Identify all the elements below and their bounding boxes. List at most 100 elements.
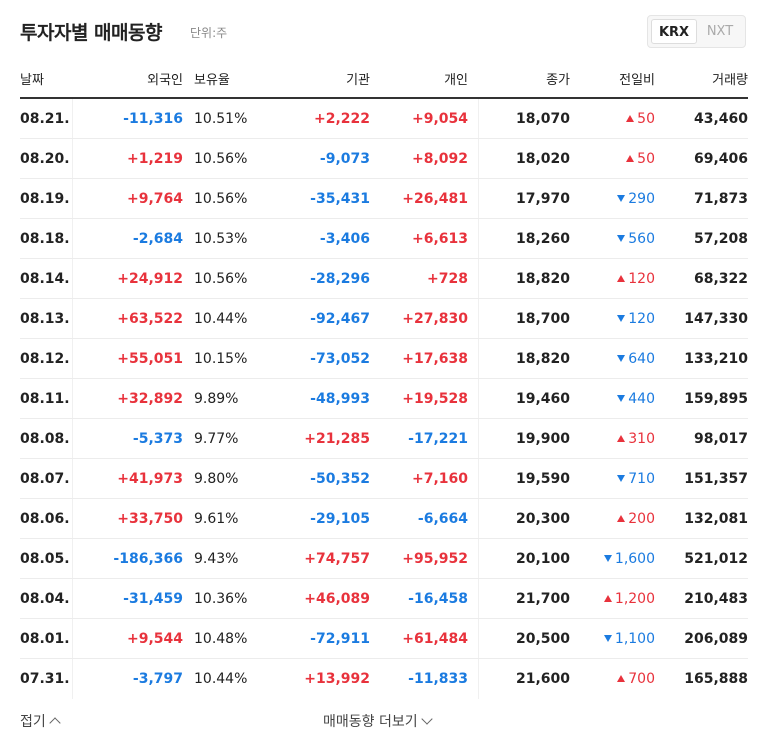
change-arrow	[617, 274, 626, 282]
foreign-cell: +9,544	[126, 631, 183, 647]
more-button[interactable]: 매매동향 더보기	[323, 711, 433, 731]
institution-cell: +74,757	[304, 551, 370, 567]
date-cell: 08.20.	[20, 151, 70, 167]
foreign-cell: -11,316	[123, 111, 183, 127]
change-arrow	[617, 234, 626, 242]
row-divider	[20, 578, 748, 579]
change-value: 440	[628, 391, 655, 407]
holding-cell: 9.77%	[194, 431, 239, 447]
row-divider	[20, 538, 748, 539]
volume-cell: 521,012	[684, 551, 748, 567]
individual-cell: +61,484	[402, 631, 468, 647]
volume-cell: 43,460	[693, 111, 748, 127]
close-cell: 17,970	[515, 191, 570, 207]
institution-cell: -48,993	[310, 391, 370, 407]
change-value: 310	[628, 431, 655, 447]
row-divider	[20, 498, 748, 499]
foreign-cell: +32,892	[117, 391, 183, 407]
more-label: 매매동향 더보기	[323, 714, 418, 730]
volume-cell: 165,888	[684, 671, 748, 687]
close-cell: 21,600	[515, 671, 570, 687]
date-cell: 07.31.	[20, 671, 70, 687]
column-header: 외국인	[147, 73, 183, 88]
individual-cell: +728	[427, 271, 468, 287]
change-cell: 290	[570, 179, 655, 219]
holding-cell: 10.44%	[194, 671, 248, 687]
date-cell: 08.13.	[20, 311, 70, 327]
individual-cell: -16,458	[408, 591, 468, 607]
volume-cell: 57,208	[693, 231, 748, 247]
foreign-cell: -31,459	[123, 591, 183, 607]
tab-nxt[interactable]: NXT	[706, 24, 734, 39]
institution-cell: -35,431	[310, 191, 370, 207]
change-arrow	[617, 194, 626, 202]
row-divider	[20, 298, 748, 299]
column-header: 보유율	[194, 73, 230, 88]
change-value: 200	[628, 511, 655, 527]
change-arrow	[603, 554, 612, 562]
holding-cell: 10.48%	[194, 631, 248, 647]
institution-cell: -9,073	[319, 151, 370, 167]
date-cell: 08.04.	[20, 591, 70, 607]
change-cell: 50	[570, 139, 655, 179]
holding-cell: 9.80%	[194, 471, 239, 487]
individual-cell: -11,833	[408, 671, 468, 687]
institution-cell: -28,296	[310, 271, 370, 287]
institution-cell: +13,992	[304, 671, 370, 687]
volume-cell: 206,089	[684, 631, 748, 647]
change-cell: 1,200	[570, 579, 655, 619]
date-cell: 08.21.	[20, 111, 70, 127]
change-arrow	[603, 634, 612, 642]
change-cell: 200	[570, 499, 655, 539]
change-cell: 120	[570, 299, 655, 339]
close-cell: 19,460	[515, 391, 570, 407]
column-header: 날짜	[20, 73, 44, 88]
column-divider	[72, 99, 73, 699]
foreign-cell: -5,373	[132, 431, 183, 447]
market-tabs: KRX NXT	[647, 15, 746, 48]
holding-cell: 10.56%	[194, 271, 248, 287]
institution-cell: -50,352	[310, 471, 370, 487]
individual-cell: +26,481	[402, 191, 468, 207]
close-cell: 18,260	[515, 231, 570, 247]
change-cell: 1,100	[570, 619, 655, 659]
row-divider	[20, 178, 748, 179]
volume-cell: 151,357	[684, 471, 748, 487]
change-cell: 710	[570, 459, 655, 499]
foreign-cell: +41,973	[117, 471, 183, 487]
tab-krx[interactable]: KRX	[651, 19, 697, 44]
volume-cell: 210,483	[684, 591, 748, 607]
close-cell: 20,500	[515, 631, 570, 647]
change-cell: 1,600	[570, 539, 655, 579]
foreign-cell: -3,797	[132, 671, 183, 687]
individual-cell: +27,830	[402, 311, 468, 327]
individual-cell: +8,092	[411, 151, 468, 167]
volume-cell: 132,081	[684, 511, 748, 527]
change-value: 1,600	[614, 551, 655, 567]
foreign-cell: +63,522	[117, 311, 183, 327]
change-cell: 310	[570, 419, 655, 459]
volume-cell: 159,895	[684, 391, 748, 407]
row-divider	[20, 458, 748, 459]
foreign-cell: +55,051	[117, 351, 183, 367]
holding-cell: 10.15%	[194, 351, 248, 367]
change-cell: 560	[570, 219, 655, 259]
holding-cell: 10.36%	[194, 591, 248, 607]
date-cell: 08.07.	[20, 471, 70, 487]
fold-button[interactable]: 접기	[20, 711, 61, 731]
chevron-up	[49, 717, 61, 729]
volume-cell: 69,406	[693, 151, 748, 167]
column-header: 거래량	[712, 73, 748, 88]
foreign-cell: +33,750	[117, 511, 183, 527]
row-divider	[20, 418, 748, 419]
individual-cell: +7,160	[411, 471, 468, 487]
holding-cell: 9.89%	[194, 391, 239, 407]
holding-cell: 10.53%	[194, 231, 248, 247]
change-value: 710	[628, 471, 655, 487]
foreign-cell: +24,912	[117, 271, 183, 287]
column-header: 개인	[444, 73, 468, 88]
date-cell: 08.11.	[20, 391, 70, 407]
close-cell: 19,900	[515, 431, 570, 447]
institution-cell: -29,105	[310, 511, 370, 527]
holding-cell: 10.44%	[194, 311, 248, 327]
